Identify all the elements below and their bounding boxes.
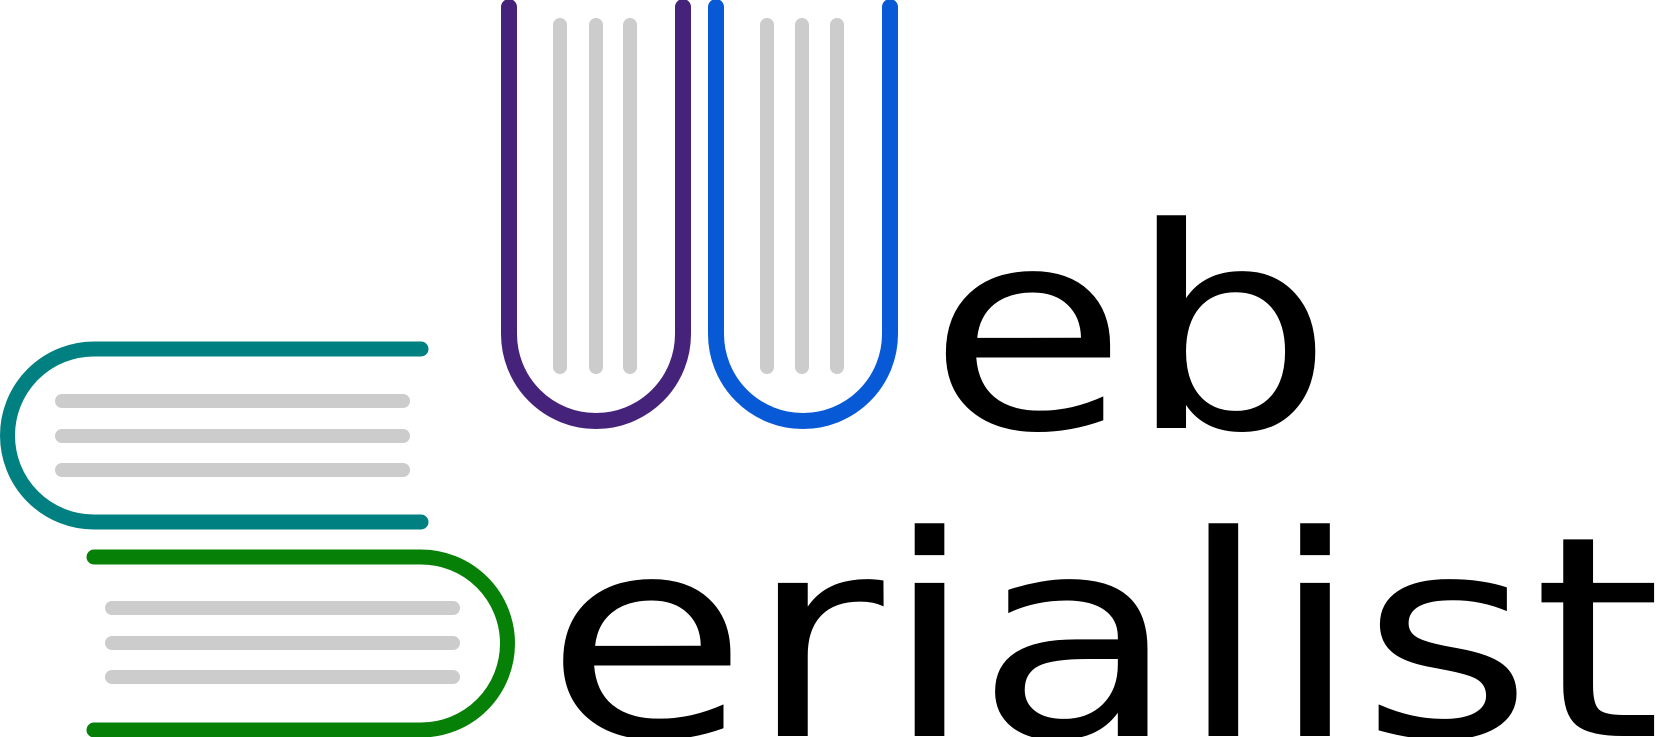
wordmark-line-2: erialist: [545, 477, 1662, 737]
open-books-w-icon: [501, 0, 898, 429]
left-book-cover: [501, 0, 691, 429]
upper-book-pages: [55, 394, 410, 477]
upper-book-cover: [0, 341, 429, 530]
wordmark-line-1: eb: [928, 169, 1333, 495]
right-book-cover: [708, 0, 898, 429]
left-book-pages: [553, 18, 637, 374]
lower-book-pages: [105, 601, 460, 684]
stacked-books-s-icon: [0, 341, 515, 737]
lower-book-cover: [86, 549, 515, 737]
right-book-pages: [760, 18, 844, 374]
